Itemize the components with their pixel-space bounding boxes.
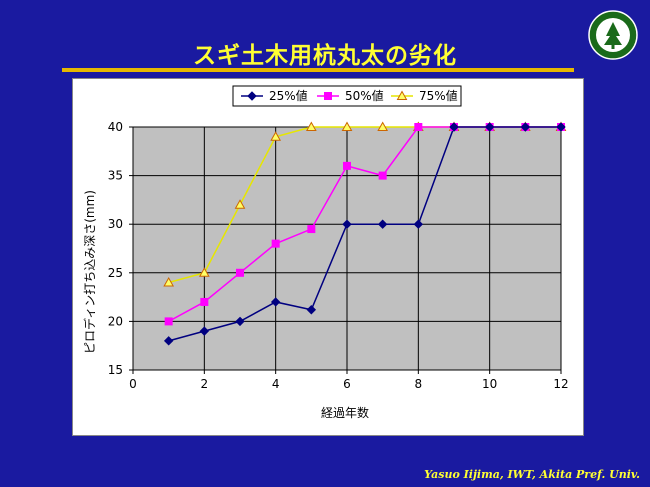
triangle-marker	[341, 121, 353, 131]
diamond-marker	[306, 305, 317, 315]
square-marker	[307, 225, 316, 234]
legend: 25%値 50%値 75%値	[232, 85, 462, 107]
title-underline	[62, 68, 574, 72]
footer-credit: Yasuo Iijima, IWT, Akita Pref. Univ.	[424, 468, 640, 481]
triangle-marker	[270, 131, 282, 141]
x-tick-label: 10	[482, 377, 497, 391]
y-tick-label: 20	[108, 314, 123, 328]
diamond-marker	[377, 219, 388, 229]
diamond-marker	[556, 122, 566, 132]
x-tick-label: 4	[272, 377, 280, 391]
square-marker	[378, 171, 387, 180]
chart-panel: 15 20 25 30 35 40 0 2 4 6 8 10 12 ピロディン打ち込み深さ(mm) 経過…	[72, 78, 584, 436]
diamond-marker	[270, 297, 281, 307]
diamond-marker	[520, 122, 531, 132]
square-marker	[164, 317, 173, 326]
x-tick-label: 0	[129, 377, 137, 391]
y-axis-label: ピロディン打ち込み深さ(mm)	[82, 190, 97, 354]
square-marker	[324, 92, 332, 100]
triangle-marker	[377, 121, 389, 131]
y-tick-label: 30	[108, 217, 123, 231]
series-line	[168, 126, 561, 342]
square-marker	[414, 123, 423, 131]
diamond-marker	[199, 326, 210, 336]
square-marker	[271, 239, 280, 248]
diamond-marker	[449, 122, 459, 132]
legend-label: 75%値	[419, 88, 458, 103]
triangle-marker	[163, 277, 175, 287]
triangle-marker	[396, 90, 408, 100]
slide-title: スギ土木用杭丸太の劣化	[193, 43, 457, 69]
y-tick-label: 40	[108, 120, 123, 134]
x-axis-label: 経過年数	[321, 405, 369, 420]
diamond-marker	[247, 91, 257, 101]
x-tick-label: 6	[343, 377, 351, 391]
diamond-marker	[484, 122, 495, 132]
diamond-marker	[235, 316, 245, 327]
y-tick-label: 35	[108, 169, 123, 183]
x-tick-label: 12	[553, 377, 568, 391]
legend-label: 25%値	[269, 88, 308, 103]
square-marker	[343, 161, 351, 170]
triangle-marker	[305, 121, 317, 131]
y-tick-label: 15	[108, 363, 123, 377]
square-marker	[236, 268, 244, 277]
x-tick-label: 2	[201, 377, 209, 391]
diamond-marker	[163, 336, 174, 346]
legend-box	[232, 85, 462, 107]
legend-label: 50%値	[345, 88, 384, 103]
diamond-marker	[342, 219, 352, 229]
chart-svg: 15 20 25 30 35 40 0 2 4 6 8 10 12 ピロディン打ち込み深さ(mm) 経過…	[82, 85, 569, 420]
triangle-marker	[198, 267, 210, 277]
x-tick-label: 8	[415, 377, 423, 391]
diamond-marker	[413, 219, 424, 229]
square-marker	[200, 297, 209, 306]
university-logo	[588, 10, 638, 60]
y-tick-label: 25	[108, 266, 123, 280]
triangle-marker	[234, 199, 246, 209]
